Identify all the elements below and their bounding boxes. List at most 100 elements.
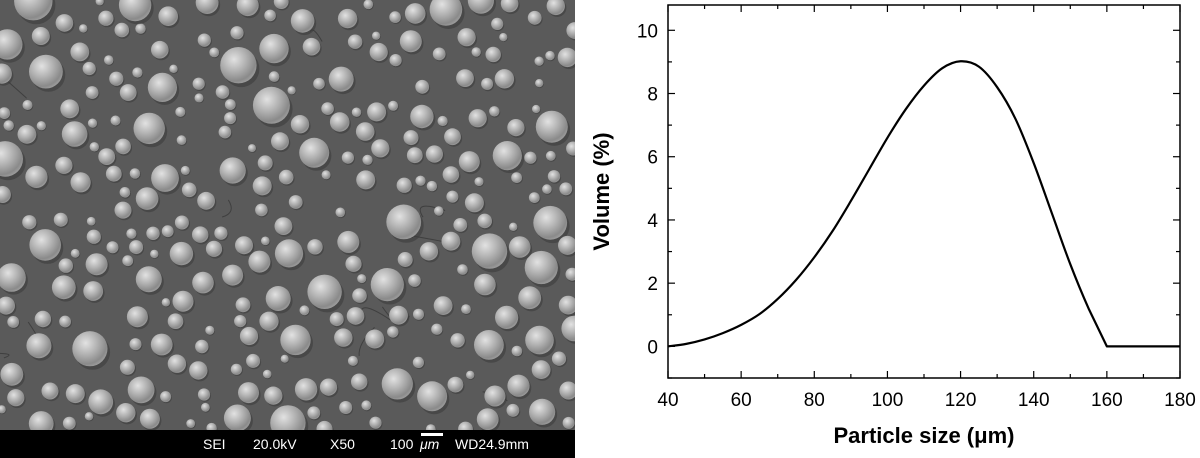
powder-particle <box>307 239 323 255</box>
powder-particle <box>205 325 215 335</box>
powder-particle <box>192 77 205 90</box>
powder-particle <box>60 99 80 119</box>
powder-particle <box>335 207 346 218</box>
powder-particle <box>252 86 290 124</box>
powder-particle <box>89 142 100 152</box>
powder-particle <box>186 419 196 428</box>
powder-particle <box>558 295 575 315</box>
powder-particle <box>408 274 421 287</box>
powder-particle <box>561 315 575 342</box>
powder-particle <box>264 9 276 22</box>
powder-particle <box>494 69 515 89</box>
powder-particle <box>413 308 424 320</box>
powder-particle <box>506 403 520 417</box>
powder-particle <box>431 323 443 335</box>
powder-particle <box>467 0 494 14</box>
powder-particle <box>397 252 413 267</box>
powder-particle <box>481 77 494 90</box>
powder-particle <box>98 148 116 166</box>
powder-particle <box>222 264 244 286</box>
powder-particle <box>214 226 228 240</box>
powder-particle <box>252 176 272 196</box>
powder-particle <box>466 370 475 380</box>
sem-micrograph: SEI 20.0kV X50 100 μm WD24.9mm <box>0 0 575 458</box>
powder-particle <box>197 191 216 210</box>
powder-particle <box>363 0 374 10</box>
powder-particle <box>351 107 362 117</box>
powder-particle <box>535 110 568 143</box>
x-tick-label: 120 <box>945 390 977 411</box>
powder-particle <box>511 345 523 357</box>
powder-particle <box>321 102 334 115</box>
volume-distribution-line <box>667 60 1180 348</box>
powder-particle <box>386 204 422 240</box>
powder-particle <box>471 233 508 269</box>
powder-particle <box>278 169 294 185</box>
powder-particle <box>287 86 296 95</box>
powder-particle <box>477 213 493 229</box>
powder-particle <box>524 151 537 164</box>
powder-particle <box>531 360 551 379</box>
powder-particle <box>135 266 162 293</box>
powder-particle <box>3 120 14 131</box>
powder-particle <box>558 235 575 255</box>
powder-particle <box>495 305 519 329</box>
powder-particle <box>299 137 330 168</box>
powder-particle <box>534 56 544 66</box>
powder-particle <box>389 11 401 23</box>
powder-particle <box>230 26 244 40</box>
powder-particle <box>28 411 54 436</box>
powder-particle <box>36 121 46 131</box>
powder-particle <box>55 14 74 32</box>
powder-particle <box>500 0 519 13</box>
powder-particle <box>174 215 189 230</box>
y-tick-label: 2 <box>647 274 658 295</box>
powder-particle <box>110 115 121 126</box>
powder-particle <box>329 312 344 327</box>
powder-particle <box>34 310 52 328</box>
powder-particle <box>88 389 114 415</box>
powder-particle <box>265 286 291 311</box>
powder-particle <box>114 201 132 219</box>
powder-particle <box>290 9 315 33</box>
powder-particle <box>535 79 544 88</box>
powder-particle <box>104 55 114 65</box>
x-tick-label: 60 <box>731 390 752 411</box>
powder-particle <box>169 64 178 74</box>
powder-particle <box>476 408 499 431</box>
powder-particle <box>474 273 496 296</box>
powder-particle <box>86 216 96 226</box>
powder-particle <box>195 0 219 14</box>
powder-particle <box>529 398 556 425</box>
powder-particle <box>22 100 33 110</box>
powder-particle <box>371 139 390 158</box>
powder-particle <box>29 54 63 89</box>
powder-particle <box>389 305 408 325</box>
powder-particle <box>215 85 230 99</box>
powder-particle <box>259 33 289 64</box>
powder-particle <box>528 192 540 204</box>
powder-particle <box>118 0 152 22</box>
powder-particle <box>106 241 119 254</box>
powder-particle <box>367 102 387 122</box>
sem-working-distance: WD24.9mm <box>455 436 529 452</box>
powder-particle <box>559 182 573 196</box>
powder-particle <box>122 255 134 267</box>
y-tick-label: 8 <box>647 85 658 106</box>
powder-particle <box>566 141 575 156</box>
powder-particle <box>126 306 148 328</box>
powder-particle <box>361 400 372 411</box>
x-axis-title: Particle size (μm) <box>834 423 1015 448</box>
powder-particle <box>262 369 272 379</box>
powder-particle <box>53 212 68 227</box>
powder-particle <box>546 0 565 16</box>
powder-particle <box>161 298 171 307</box>
powder-particle <box>294 378 318 401</box>
powder-particle <box>489 106 500 117</box>
powder-particle <box>542 184 552 194</box>
powder-particle <box>471 47 481 57</box>
powder-particle <box>299 305 310 316</box>
powder-particle <box>83 281 104 301</box>
powder-particle <box>415 175 426 186</box>
powder-particle <box>175 106 186 117</box>
